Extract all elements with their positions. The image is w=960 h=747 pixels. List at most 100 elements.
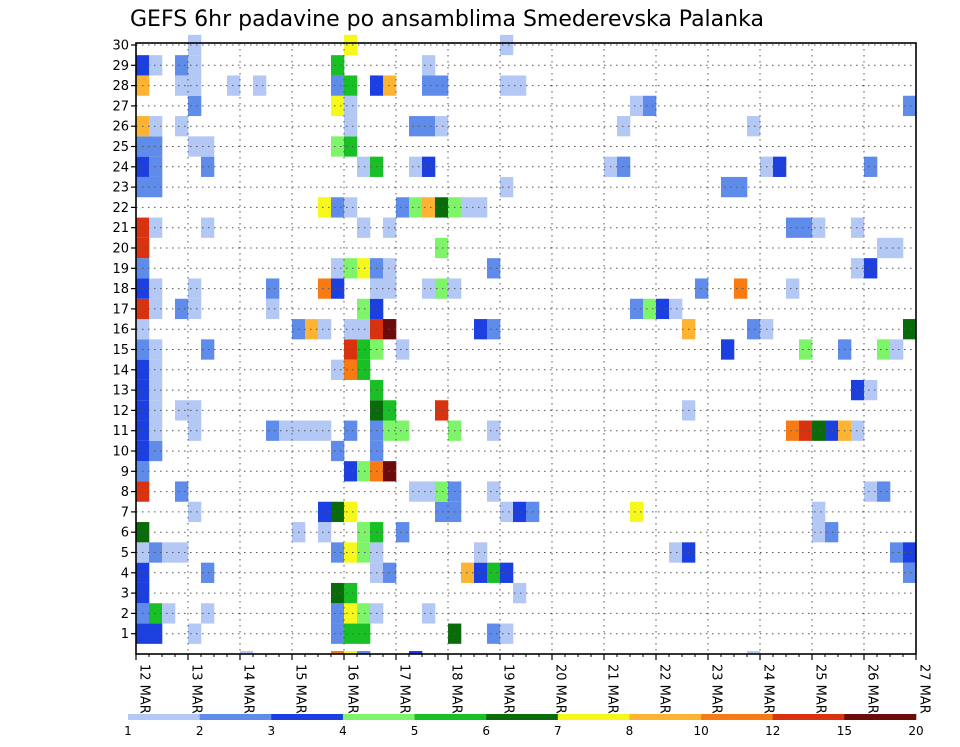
heatmap-cell xyxy=(331,651,345,654)
heatmap-cell xyxy=(318,278,332,299)
heatmap-cell xyxy=(344,501,358,523)
heatmap-cell xyxy=(396,339,410,360)
heatmap-cell xyxy=(435,278,449,299)
heatmap-cell xyxy=(409,197,423,218)
heatmap-cell xyxy=(331,55,345,76)
heatmap-cell xyxy=(409,116,423,137)
colorbar-label: 6 xyxy=(482,724,490,738)
heatmap-cell xyxy=(357,298,371,320)
x-tick-label: 15 MAR xyxy=(293,664,308,714)
heatmap-cell xyxy=(331,501,345,523)
y-tick-label: 19 xyxy=(112,262,129,277)
heatmap-cell xyxy=(734,176,748,198)
heatmap-cell xyxy=(383,258,397,279)
y-tick-label: 24 xyxy=(112,160,129,175)
colorbar-segment xyxy=(199,714,272,720)
colorbar-label: 15 xyxy=(837,724,852,738)
heatmap-cell xyxy=(851,420,865,441)
x-tick-label: 18 MAR xyxy=(449,664,464,714)
y-tick-label: 2 xyxy=(121,607,129,622)
heatmap-cell xyxy=(175,481,189,502)
y-tick-label: 23 xyxy=(112,181,129,196)
heatmap-cell xyxy=(344,197,358,218)
heatmap-cell xyxy=(331,603,345,624)
heatmap-cell xyxy=(487,481,501,502)
x-tick-label: 14 MAR xyxy=(241,664,256,714)
heatmap-cell xyxy=(149,136,163,157)
x-tick-label: 22 MAR xyxy=(657,664,672,714)
heatmap-cell xyxy=(851,379,865,401)
x-tick-label: 13 MAR xyxy=(189,664,204,714)
heatmap-cell xyxy=(357,258,371,279)
colorbar-segment xyxy=(557,714,630,720)
heatmap-cell xyxy=(422,481,436,502)
heatmap-cell xyxy=(344,582,358,604)
heatmap-cell xyxy=(344,136,358,157)
heatmap-cell xyxy=(357,461,371,482)
heatmap-cell xyxy=(513,75,527,96)
heatmap-cell xyxy=(149,339,163,360)
heatmap-cell xyxy=(903,95,917,117)
y-tick-label: 15 xyxy=(112,343,129,358)
heatmap-cell xyxy=(786,217,800,238)
heatmap-cell xyxy=(149,278,163,299)
heatmap-cell xyxy=(812,420,826,441)
y-tick-label: 5 xyxy=(121,546,129,561)
colorbar-segment xyxy=(844,714,917,720)
heatmap-cell xyxy=(903,562,917,583)
heatmap-cell xyxy=(357,156,371,177)
heatmap-cell xyxy=(500,501,514,523)
x-axis: 12 MAR 13 MAR 14 MAR 15 MAR 16 MAR 17 MAR 18 M… xyxy=(135,654,932,714)
heatmap-cell xyxy=(656,298,670,320)
heatmap-cell xyxy=(188,136,202,157)
heatmap-cell xyxy=(383,562,397,583)
heatmap-cell xyxy=(487,319,501,340)
heatmap-cell xyxy=(409,651,423,654)
heatmap-cell xyxy=(435,75,449,96)
heatmap-cell xyxy=(149,603,163,624)
heatmap-cell xyxy=(812,217,826,238)
y-tick-label: 21 xyxy=(112,221,129,236)
heatmap-cell xyxy=(695,278,709,299)
heatmap-cell xyxy=(344,319,358,340)
colorbar-label: 20 xyxy=(908,724,923,738)
heatmap-cell xyxy=(422,603,436,624)
heatmap-cell xyxy=(786,420,800,441)
colorbar-segment xyxy=(128,714,200,720)
heatmap-cell xyxy=(266,298,280,320)
heatmap-cell xyxy=(890,237,904,259)
x-tick-label: 20 MAR xyxy=(553,664,568,714)
heatmap-cell xyxy=(201,217,215,238)
heatmap-cell xyxy=(188,75,202,96)
colorbar-label: 1 xyxy=(124,724,132,738)
heatmap-cell xyxy=(487,562,501,583)
heatmap-cell xyxy=(279,420,293,441)
heatmap-cell xyxy=(266,278,280,299)
heatmap-cell xyxy=(253,75,267,96)
heatmap-cell xyxy=(188,623,202,644)
x-tick-label: 24 MAR xyxy=(761,664,776,714)
heatmap-cell xyxy=(617,116,631,137)
heatmap-cell xyxy=(318,319,332,340)
heatmap-cell xyxy=(344,258,358,279)
colorbar-label: 4 xyxy=(339,724,347,738)
heatmap-cell xyxy=(331,75,345,96)
x-tick-label: 27 MAR xyxy=(917,664,932,714)
colorbar: 1 2 3 4 5 6 7 8 10 12 15 20 xyxy=(124,714,924,738)
x-tick-label: 19 MAR xyxy=(501,664,516,714)
heatmap-cell xyxy=(435,481,449,502)
heatmap-cell xyxy=(175,75,189,96)
heatmap-cell xyxy=(357,651,371,654)
heatmap-cell xyxy=(305,319,319,340)
heatmap-cell xyxy=(747,116,761,137)
y-tick-label: 4 xyxy=(121,566,129,581)
heatmap-cell xyxy=(630,298,644,320)
x-tick-label: 25 MAR xyxy=(813,664,828,714)
heatmap-cell xyxy=(201,562,215,583)
heatmap-cell xyxy=(422,278,436,299)
heatmap-cell xyxy=(357,339,371,360)
heatmap-cell xyxy=(344,34,358,56)
y-tick-label: 3 xyxy=(121,587,129,602)
heatmap-cell xyxy=(734,278,748,299)
heatmap-cell xyxy=(383,278,397,299)
